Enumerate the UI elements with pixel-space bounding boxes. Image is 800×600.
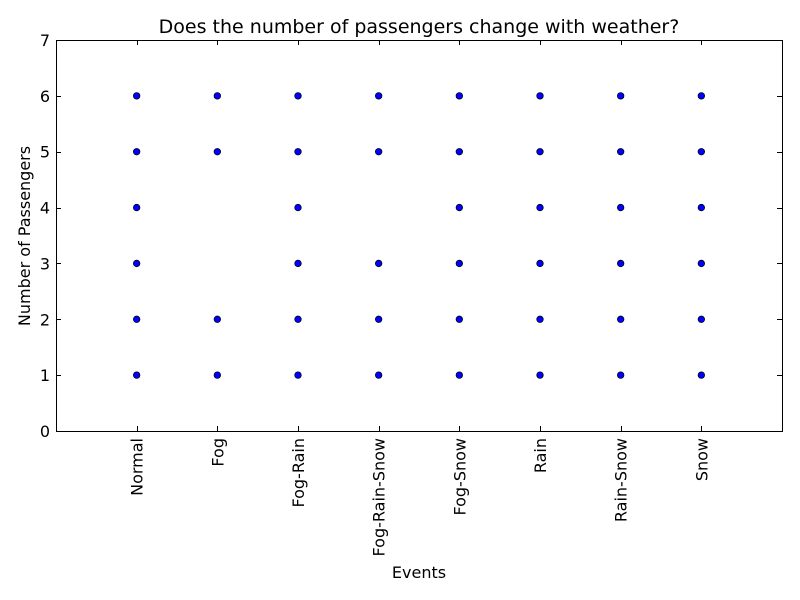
data-point — [375, 148, 383, 156]
data-point — [617, 259, 625, 268]
data-point — [617, 315, 625, 323]
x-tick-label: Normal — [128, 438, 147, 496]
data-point — [617, 203, 625, 212]
data-point — [617, 371, 625, 379]
data-point — [213, 148, 221, 156]
y-tick-label: 3 — [40, 254, 50, 273]
chart-title: Does the number of passengers change wit… — [159, 16, 680, 38]
data-point — [375, 92, 383, 100]
y-tick-label: 6 — [40, 87, 50, 106]
x-axis-label: Events — [392, 563, 446, 582]
data-point — [697, 148, 705, 156]
data-point — [133, 259, 141, 268]
plot-frame — [56, 40, 783, 432]
x-tick-label: Rain-Snow — [612, 438, 631, 522]
data-point — [536, 259, 544, 268]
data-point — [697, 203, 705, 212]
data-point — [455, 315, 463, 323]
data-point — [697, 371, 705, 379]
data-point — [536, 315, 544, 323]
y-tick-label: 2 — [40, 310, 50, 329]
data-point — [133, 148, 141, 156]
data-point — [455, 259, 463, 268]
data-point — [294, 259, 302, 268]
data-point — [455, 203, 463, 212]
data-point — [294, 371, 302, 379]
data-point — [375, 315, 383, 323]
y-tick-label: 1 — [40, 366, 50, 385]
data-point — [536, 148, 544, 156]
data-point — [294, 315, 302, 323]
y-tick-label: 5 — [40, 143, 50, 162]
y-tick-label: 0 — [40, 422, 50, 441]
y-tick-label: 7 — [40, 31, 50, 50]
y-axis-label: Number of Passengers — [15, 146, 34, 326]
data-point — [697, 315, 705, 323]
data-point — [133, 92, 141, 100]
data-point — [455, 371, 463, 379]
data-point — [213, 315, 221, 323]
data-point — [133, 371, 141, 379]
data-point — [536, 371, 544, 379]
x-tick-label: Fog-Rain-Snow — [370, 438, 389, 556]
data-point — [133, 203, 141, 212]
data-point — [294, 92, 302, 100]
x-axis: Normal Fog Fog-Rain Fog-Rain-Snow Fog-Snow Ra… — [128, 40, 711, 556]
data-point — [213, 371, 221, 379]
data-point — [455, 148, 463, 156]
y-axis: 0 1 2 3 4 5 6 7 — [40, 31, 782, 441]
data-point — [617, 92, 625, 100]
data-point — [536, 92, 544, 100]
x-tick-label: Snow — [692, 438, 711, 481]
data-point — [697, 92, 705, 100]
x-tick-label: Rain — [531, 438, 550, 473]
y-tick-label: 4 — [40, 199, 50, 218]
x-tick-label: Fog-Snow — [450, 438, 469, 516]
data-point — [697, 259, 705, 268]
data-point — [294, 148, 302, 156]
data-points — [133, 92, 705, 379]
data-point — [455, 92, 463, 100]
x-tick-label: Fog-Rain — [289, 438, 308, 508]
x-tick-label: Fog — [208, 438, 227, 467]
data-point — [294, 203, 302, 212]
data-point — [617, 148, 625, 156]
data-point — [536, 203, 544, 212]
data-point — [375, 371, 383, 379]
data-point — [213, 92, 221, 100]
data-point — [375, 259, 383, 268]
data-point — [133, 315, 141, 323]
